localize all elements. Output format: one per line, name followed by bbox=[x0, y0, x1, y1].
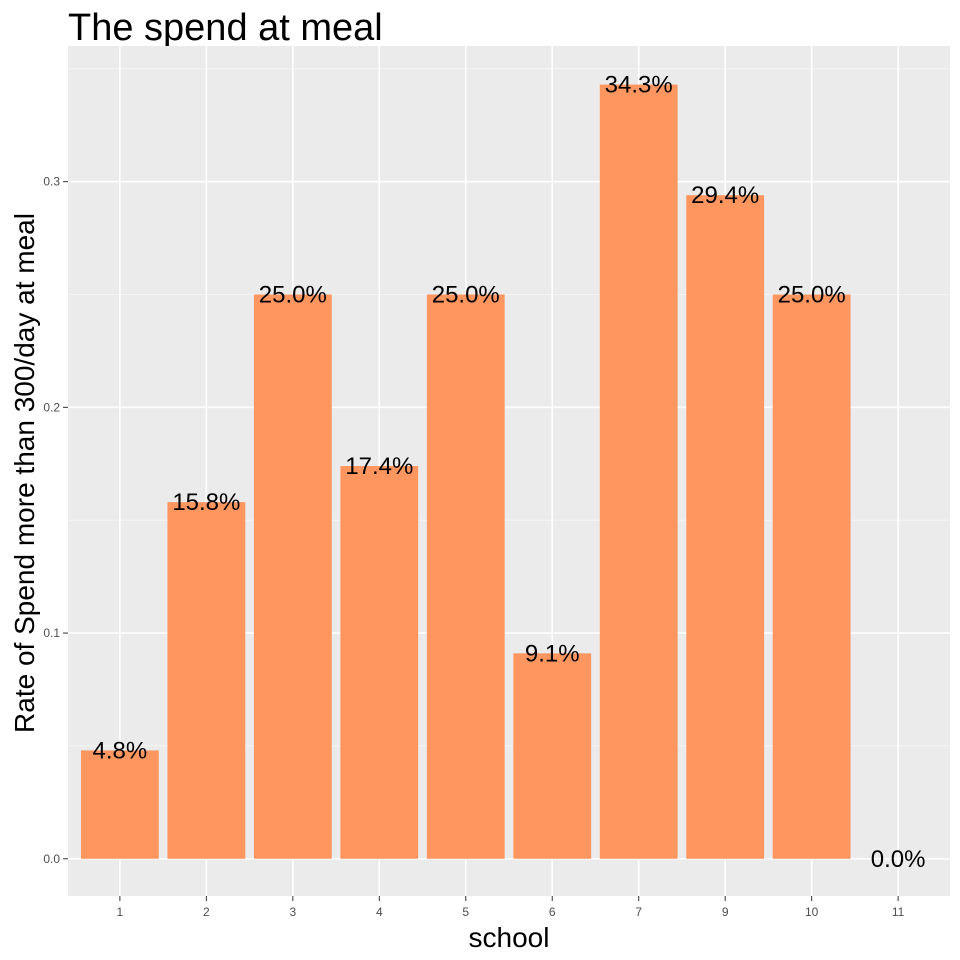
x-axis-title: school bbox=[469, 922, 550, 953]
data-label: 25.0% bbox=[259, 281, 327, 308]
y-axis: 0.0 0.1 0.2 0.3 bbox=[43, 175, 68, 866]
x-tick-label: 11 bbox=[892, 905, 905, 919]
data-label: 4.8% bbox=[93, 737, 148, 764]
x-tick-label: 4 bbox=[376, 905, 383, 919]
data-label: 34.3% bbox=[605, 72, 673, 99]
x-tick-label: 1 bbox=[117, 905, 124, 919]
x-tick-label: 5 bbox=[462, 905, 469, 919]
data-label: 9.1% bbox=[525, 640, 580, 667]
bar-school-3 bbox=[253, 294, 332, 859]
y-tick-label: 0.3 bbox=[43, 175, 60, 189]
bar-school-6 bbox=[513, 653, 592, 859]
bar-school-7 bbox=[599, 84, 678, 859]
x-tick-label: 10 bbox=[805, 905, 819, 919]
x-tick-label: 7 bbox=[635, 905, 642, 919]
data-label: 0.0% bbox=[871, 846, 926, 873]
x-tick-label: 9 bbox=[722, 905, 729, 919]
bars bbox=[80, 84, 851, 859]
data-label: 15.8% bbox=[172, 489, 240, 516]
bar-school-5 bbox=[426, 294, 505, 859]
x-axis: 1 2 3 4 5 6 7 9 10 11 bbox=[117, 896, 905, 919]
y-tick-label: 0.0 bbox=[43, 852, 60, 866]
x-tick-label: 2 bbox=[203, 905, 210, 919]
bar-school-10 bbox=[772, 294, 851, 859]
x-tick-label: 6 bbox=[549, 905, 556, 919]
data-label: 29.4% bbox=[691, 182, 759, 209]
x-tick-label: 3 bbox=[289, 905, 296, 919]
y-axis-title: Rate of Spend more than 300/day at meal bbox=[9, 213, 40, 733]
y-tick-label: 0.1 bbox=[43, 626, 60, 640]
chart-title: The spend at meal bbox=[68, 7, 383, 49]
data-label: 17.4% bbox=[345, 453, 413, 480]
bar-school-4 bbox=[340, 466, 419, 859]
bar-school-2 bbox=[167, 502, 246, 859]
data-label: 25.0% bbox=[778, 281, 846, 308]
y-tick-label: 0.2 bbox=[43, 400, 60, 414]
data-label: 25.0% bbox=[432, 281, 500, 308]
data-labels: 4.8% 15.8% 25.0% 17.4% 25.0% 9.1% 34.3% 29.4% 25… bbox=[93, 72, 926, 873]
bar-school-9 bbox=[686, 195, 765, 859]
bar-school-1 bbox=[80, 750, 159, 859]
